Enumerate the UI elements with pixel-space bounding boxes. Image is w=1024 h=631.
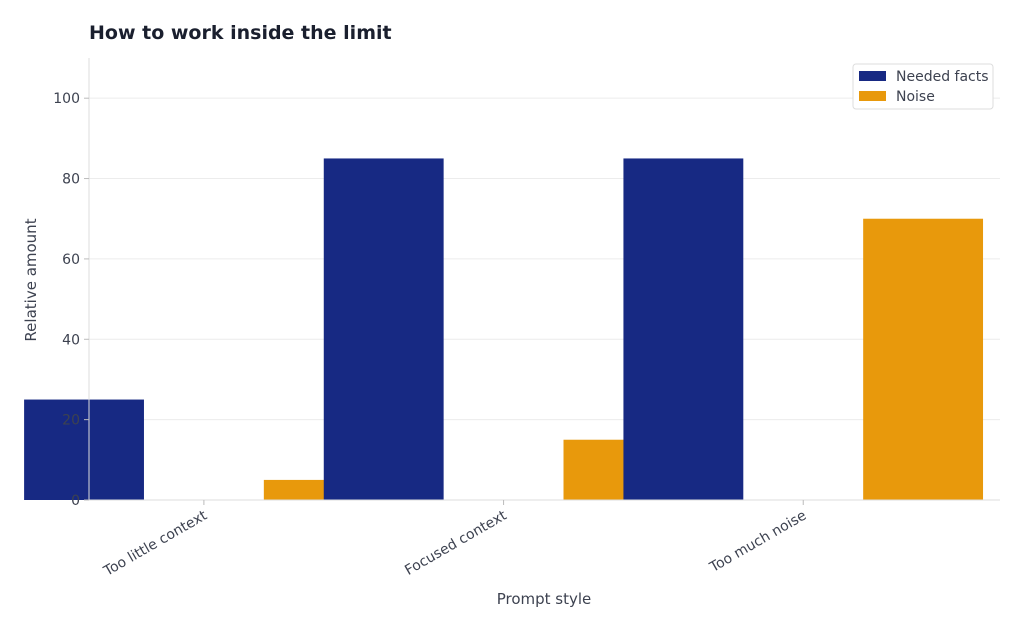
y-tick-label: 20	[62, 413, 80, 429]
y-axis-label: Relative amount	[22, 218, 40, 341]
legend-box	[852, 63, 994, 110]
y-tick-labels: 0 20 40 60 80 100	[53, 91, 89, 509]
legend: Needed facts Noise	[852, 63, 994, 110]
y-tick-label: 60	[62, 252, 80, 268]
y-tick-label: 0	[71, 493, 80, 509]
bar-needed-facts	[623, 158, 744, 501]
x-tick-label: Too much noise	[706, 508, 809, 577]
x-tick-label: Too little context	[100, 507, 210, 580]
x-tick-label: Focused context	[402, 507, 510, 578]
x-tick-labels: Too little context Focused context Too muc…	[100, 500, 809, 580]
x-axis-label: Prompt style	[497, 590, 592, 608]
chart-title: How to work inside the limit	[89, 22, 392, 44]
legend-swatch	[859, 71, 886, 81]
bar-needed-facts	[323, 158, 444, 501]
y-tick-label: 80	[62, 172, 80, 188]
legend-label: Noise	[896, 89, 935, 105]
y-tick-label: 100	[53, 91, 80, 107]
bars	[24, 158, 984, 501]
bar-noise	[863, 218, 984, 500]
bar-needed-facts	[24, 399, 144, 500]
legend-swatch	[859, 91, 886, 101]
y-tick-label: 40	[62, 332, 80, 348]
legend-label: Needed facts	[896, 69, 989, 85]
